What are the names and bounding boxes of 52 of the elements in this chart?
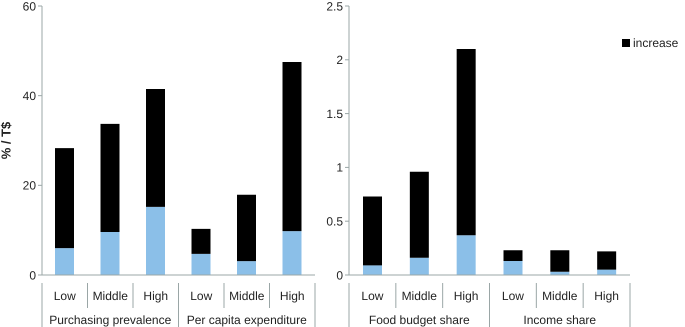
text: Purchasing prevalence [49, 313, 172, 327]
x-tick-label: High [280, 289, 305, 303]
x-tick-label: Low [190, 289, 213, 303]
bar [146, 206, 165, 275]
x-tick-label: High [594, 289, 619, 303]
legend-label: increase [633, 36, 678, 50]
bar [363, 196, 382, 266]
bar [597, 270, 616, 275]
bar [282, 231, 302, 275]
bar [237, 194, 256, 262]
text: Per capita expenditure [186, 313, 308, 327]
y-tick-label: 1.5 [326, 106, 344, 121]
bar [597, 251, 616, 270]
y-tick-label: 2 [336, 53, 344, 68]
bar [55, 148, 74, 248]
bar [504, 250, 522, 262]
bar [410, 258, 429, 275]
x-tick-label: Low [502, 289, 524, 303]
x-tick-label: Middle [229, 289, 265, 303]
bar [456, 49, 476, 236]
y-tick-label: 60 [22, 0, 36, 14]
bar [282, 62, 302, 232]
bar [456, 235, 476, 275]
bar [100, 232, 120, 275]
bar [146, 88, 165, 207]
x-tick-label: High [454, 289, 478, 303]
y-tick-label: 1 [336, 160, 344, 175]
bar [192, 254, 210, 275]
y-tick-label: 0 [29, 268, 36, 282]
y-axis-title: % / T$ [0, 120, 14, 160]
bar [100, 124, 120, 232]
y-tick-label: 40 [22, 88, 36, 103]
bar [550, 250, 570, 272]
bar [192, 228, 210, 254]
legend: increase [622, 36, 678, 50]
bar [55, 248, 74, 275]
x-tick-label: Middle [92, 289, 128, 303]
x-tick-label: Middle [402, 289, 438, 303]
x-tick-label: High [143, 289, 168, 303]
x-tick-label: Low [54, 289, 76, 303]
text: Food budget share [368, 313, 470, 327]
text: Income share [523, 313, 596, 327]
x-tick-label: Low [361, 289, 384, 303]
bar [237, 261, 256, 275]
y-tick-label: 2.5 [326, 0, 344, 14]
y-tick-label: 0.5 [326, 214, 344, 228]
bar [410, 172, 429, 258]
bar [504, 261, 522, 275]
bar [363, 265, 382, 275]
x-tick-label: Middle [542, 289, 578, 303]
y-tick-label: 0 [336, 268, 344, 282]
y-tick-label: 20 [22, 178, 36, 193]
